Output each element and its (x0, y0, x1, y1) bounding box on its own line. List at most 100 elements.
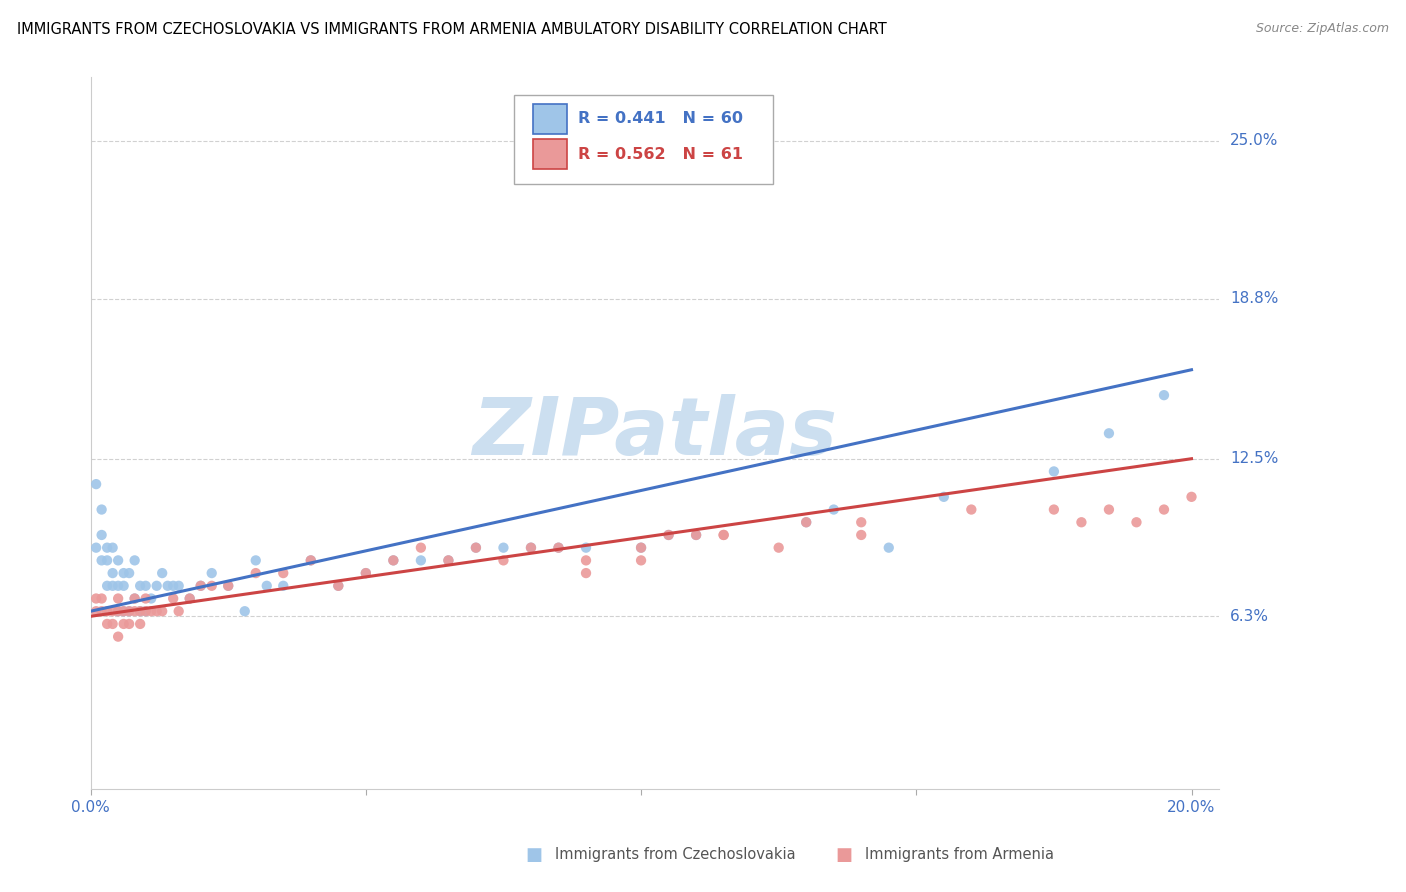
Point (167, 579, 190, 593)
Point (299, 553, 322, 567)
Point (96, 541, 118, 555)
Point (1098, 426, 1121, 441)
Point (299, 553, 322, 567)
Point (960, 502, 983, 516)
Point (90, 604, 112, 618)
Point (630, 553, 652, 567)
Text: 25.0%: 25.0% (1230, 134, 1278, 148)
Point (1043, 502, 1066, 516)
Point (658, 528, 681, 542)
Point (129, 604, 152, 618)
Point (162, 579, 184, 593)
Point (354, 566, 377, 580)
Point (124, 604, 146, 618)
Point (851, 515, 873, 529)
Point (107, 579, 129, 593)
Text: R = 0.441   N = 60: R = 0.441 N = 60 (578, 112, 744, 127)
Point (851, 528, 873, 542)
Point (129, 579, 152, 593)
Point (794, 515, 817, 529)
Point (112, 604, 135, 618)
Point (101, 579, 124, 593)
Point (768, 541, 790, 555)
Point (107, 604, 129, 618)
Point (256, 579, 278, 593)
Point (162, 591, 184, 606)
Point (84, 541, 107, 555)
Point (437, 553, 460, 567)
FancyBboxPatch shape (513, 95, 773, 184)
Point (179, 591, 201, 606)
Point (354, 566, 377, 580)
Point (96, 616, 118, 631)
Point (217, 579, 239, 593)
Point (575, 566, 598, 580)
Point (156, 579, 179, 593)
Point (658, 528, 681, 542)
Point (112, 566, 135, 580)
Point (201, 566, 224, 580)
Point (179, 591, 201, 606)
Point (96, 579, 118, 593)
Point (96, 553, 118, 567)
Point (135, 591, 157, 606)
Point (141, 604, 163, 618)
Text: IMMIGRANTS FROM CZECHOSLOVAKIA VS IMMIGRANTS FROM ARMENIA AMBULATORY DISABILITY : IMMIGRANTS FROM CZECHOSLOVAKIA VS IMMIGR… (17, 22, 887, 37)
Point (245, 566, 267, 580)
Point (101, 604, 124, 618)
Point (112, 579, 135, 593)
Point (135, 604, 157, 618)
Point (685, 528, 707, 542)
Point (492, 553, 515, 567)
Point (575, 553, 598, 567)
Text: 12.5%: 12.5% (1230, 451, 1278, 467)
Point (685, 528, 707, 542)
Point (271, 579, 294, 593)
Text: Source: ZipAtlas.com: Source: ZipAtlas.com (1256, 22, 1389, 36)
Text: R = 0.562   N = 61: R = 0.562 N = 61 (578, 147, 744, 161)
Point (101, 541, 124, 555)
Point (1098, 502, 1121, 516)
Text: Immigrants from Armenia: Immigrants from Armenia (865, 847, 1053, 862)
Point (823, 502, 845, 516)
Point (464, 541, 486, 555)
Point (547, 541, 569, 555)
Point (101, 566, 124, 580)
Point (1070, 515, 1092, 529)
Point (96, 604, 118, 618)
Point (107, 604, 129, 618)
Point (145, 604, 167, 618)
Point (129, 604, 152, 618)
Point (382, 553, 405, 567)
Point (630, 541, 652, 555)
Point (409, 541, 432, 555)
Point (145, 579, 167, 593)
Point (84, 477, 107, 491)
Point (118, 566, 141, 580)
Point (233, 604, 256, 618)
Point (217, 579, 239, 593)
Point (794, 515, 817, 529)
Text: Immigrants from Czechoslovakia: Immigrants from Czechoslovakia (555, 847, 796, 862)
Bar (533, 139, 567, 169)
Point (437, 553, 460, 567)
Point (150, 604, 173, 618)
Point (328, 579, 350, 593)
Point (107, 553, 129, 567)
Point (135, 604, 157, 618)
Point (141, 591, 163, 606)
Point (90, 591, 112, 606)
Point (84, 591, 107, 606)
Point (464, 541, 486, 555)
Point (271, 566, 294, 580)
Point (124, 591, 146, 606)
Text: ■: ■ (835, 846, 852, 863)
Point (713, 528, 735, 542)
Point (547, 541, 569, 555)
Point (575, 541, 598, 555)
Point (101, 616, 124, 631)
Point (90, 502, 112, 516)
Point (84, 604, 107, 618)
Point (492, 541, 515, 555)
Bar (533, 103, 567, 134)
